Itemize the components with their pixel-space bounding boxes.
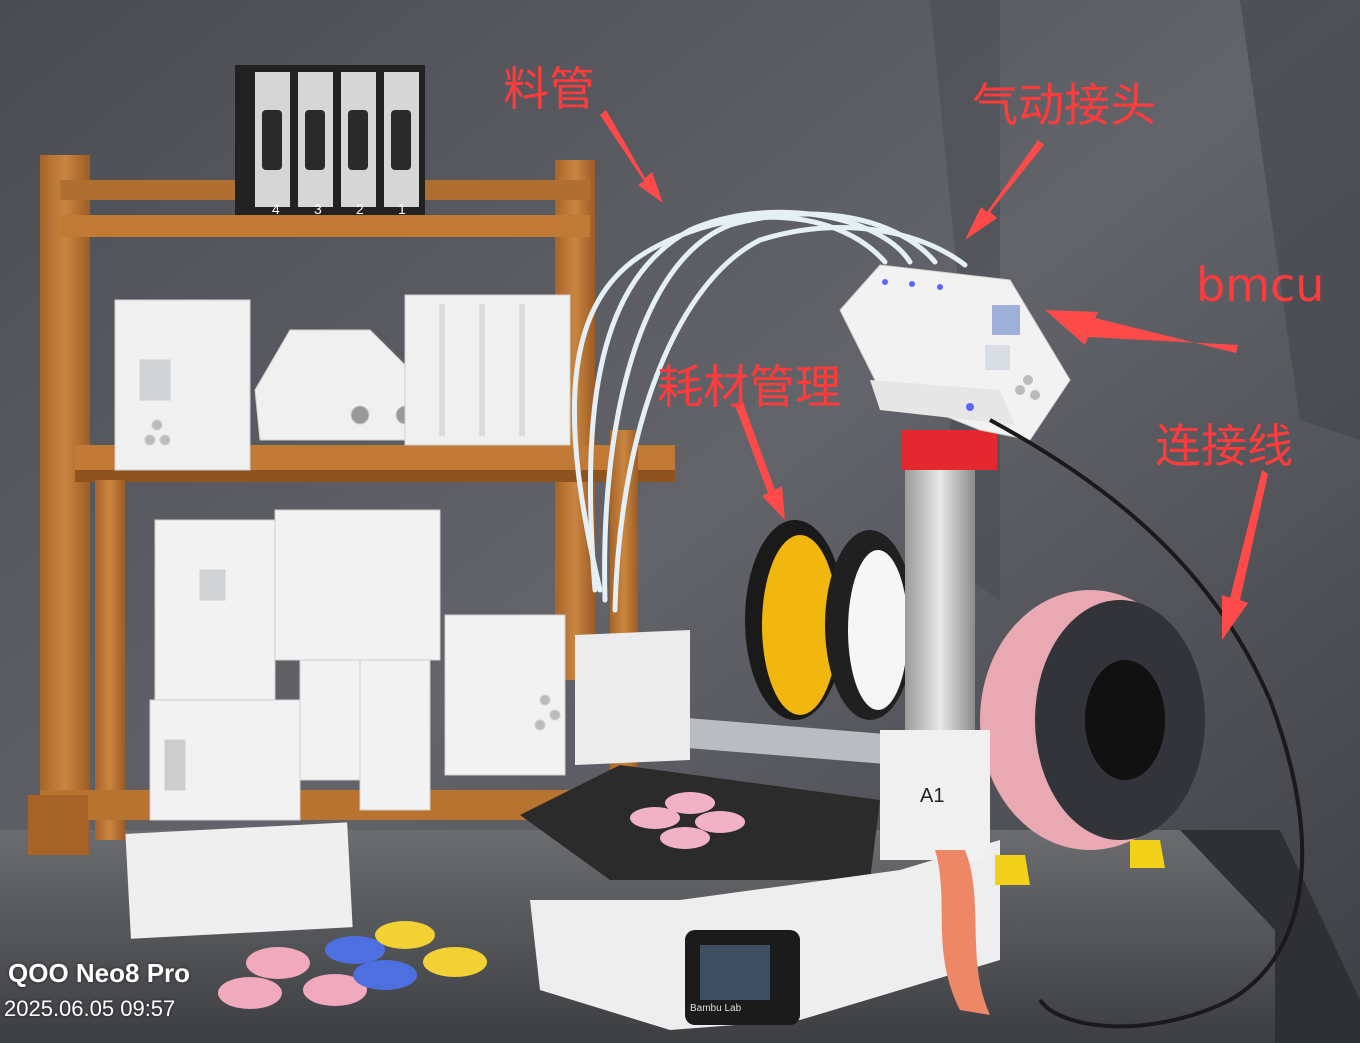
arrow-filament-management xyxy=(735,400,785,520)
table-front-edge xyxy=(1180,830,1360,1043)
brand-label: Bambu Lab xyxy=(690,1003,742,1014)
white-modules-middle xyxy=(114,294,571,471)
connection-cable xyxy=(989,418,1305,1029)
slot-number-4: 4 xyxy=(272,201,280,217)
poker-chip xyxy=(665,792,715,814)
cable-chain xyxy=(935,850,990,1015)
arrow-bmcu xyxy=(1045,310,1238,353)
paper-card xyxy=(125,822,353,939)
slot-number-3: 3 xyxy=(314,201,322,217)
label-bmcu: bmcu xyxy=(1196,258,1325,312)
watermark-datetime: 2025.06.05 09:57 xyxy=(4,996,176,1021)
label-connection-cable: 连接线 xyxy=(1155,419,1293,473)
printer-model-label: A1 xyxy=(920,785,944,807)
arrow-pneumatic-connector xyxy=(965,140,1044,240)
arrow-connection-cable xyxy=(1222,470,1268,640)
yellow-clip xyxy=(995,855,1030,885)
watermark-device: QOO Neo8 Pro xyxy=(8,958,191,988)
backdrop-fold-right xyxy=(1240,0,1360,440)
poker-chip xyxy=(695,811,745,833)
black-module-stack xyxy=(235,65,425,215)
yellow-clip xyxy=(1130,840,1165,868)
slot-number-1: 1 xyxy=(398,201,406,217)
poker-chip xyxy=(630,807,680,829)
slot-number-2: 2 xyxy=(356,201,364,217)
annotation-arrows xyxy=(600,110,1268,640)
y-axis-carriage xyxy=(880,730,990,860)
arrow-material-tube xyxy=(600,110,663,203)
white-modules-bottom xyxy=(149,509,566,821)
print-head xyxy=(575,630,690,765)
printer-screen xyxy=(700,945,770,1000)
pole-top-cap xyxy=(902,430,997,470)
filament-spools xyxy=(745,520,1205,850)
bmcu-unit xyxy=(839,264,1071,441)
poker-chip-stacks xyxy=(218,921,487,1009)
poker-chip xyxy=(660,827,710,849)
label-material-tube: 料管 xyxy=(503,62,595,116)
label-pneumatic-connector: 气动接头 xyxy=(972,78,1156,132)
ptfe-tubes xyxy=(571,209,968,613)
label-filament-management: 耗材管理 xyxy=(657,360,841,414)
